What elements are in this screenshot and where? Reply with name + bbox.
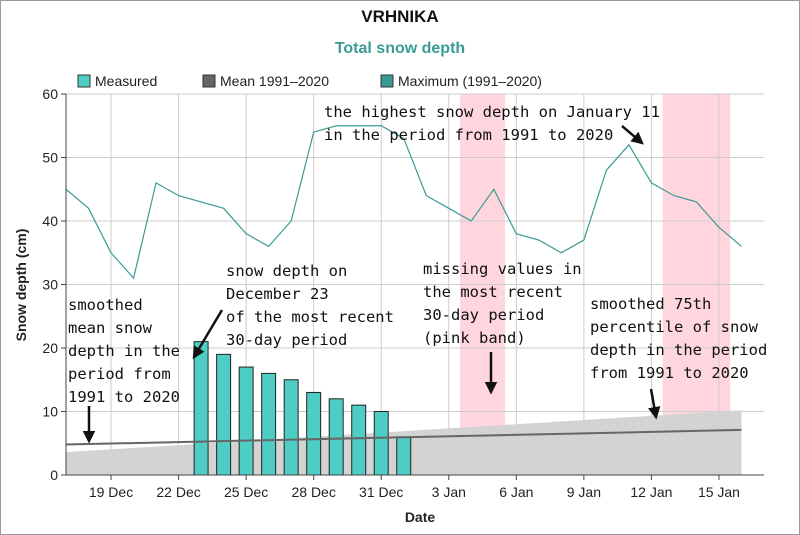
chart-subtitle: Total snow depth — [335, 40, 465, 57]
y-tick-label: 10 — [42, 404, 58, 420]
measured-bar — [216, 353, 232, 476]
measured-bar — [396, 436, 412, 476]
annotation-dec23-line: 30-day period — [226, 331, 347, 349]
annotation-missing-line: 30-day period — [423, 306, 544, 324]
measured-bar — [238, 366, 254, 476]
annotation-mean-line: mean snow — [68, 319, 153, 337]
annotation-dec23-line: snow depth on — [226, 262, 347, 280]
annotation-mean: smoothed mean snow depth in the period f… — [68, 296, 189, 406]
x-tick-label: 9 Jan — [567, 484, 601, 500]
y-tick-label: 20 — [42, 340, 58, 356]
x-tick-label: 15 Jan — [698, 484, 740, 500]
x-tick-label: 22 Dec — [156, 484, 200, 500]
measured-bar — [261, 372, 277, 476]
measured-bar — [306, 391, 322, 476]
measured-bar — [193, 341, 209, 476]
annotation-dec23-line: of the most recent — [226, 308, 394, 326]
y-tick-label: 50 — [42, 150, 58, 166]
annotation-missing: missing values in the most recent 30-day… — [423, 260, 591, 347]
annotation-dec23-line: December 23 — [226, 285, 329, 303]
x-axis-label: Date — [405, 509, 436, 525]
x-tick-label: 19 Dec — [89, 484, 133, 500]
annotations: smoothed mean snow depth in the period f… — [68, 103, 777, 444]
series-lines — [65, 125, 742, 446]
y-tick-label: 0 — [50, 467, 58, 483]
annotation-highest: the highest snow depth on January 11 in … — [324, 103, 669, 144]
legend: Measured Mean 1991–2020 Maximum (1991–20… — [77, 73, 542, 89]
annotation-mean-line: depth in the — [68, 342, 180, 360]
annotation-percentile: smoothed 75th percentile of snow depth i… — [590, 295, 777, 382]
annotation-percentile-line: smoothed 75th — [590, 295, 711, 313]
measured-bar — [351, 404, 367, 476]
x-tick-label: 6 Jan — [499, 484, 533, 500]
annotation-percentile-line: from 1991 to 2020 — [590, 364, 749, 382]
y-tick-label: 40 — [42, 213, 58, 229]
legend-swatch-maximum — [380, 74, 394, 88]
annotation-dec23: snow depth on December 23 of the most re… — [226, 262, 403, 349]
x-tick-label: 12 Jan — [630, 484, 672, 500]
legend-swatch-mean — [202, 74, 216, 88]
measured-bar — [373, 411, 389, 476]
arrow-percentile — [648, 388, 661, 420]
annotation-mean-line: period from — [68, 365, 171, 383]
axes: 0 10 20 30 40 50 60 19 Dec 22 Dec 25 Dec 28 Dec 31 … — [42, 86, 764, 500]
annotation-highest-line: the highest snow depth on January 11 — [324, 103, 660, 121]
chart-title: VRHNIKA — [361, 7, 438, 26]
legend-label-mean: Mean 1991–2020 — [220, 73, 329, 89]
legend-swatch-measured — [77, 74, 91, 88]
measured-bar — [328, 398, 344, 476]
arrow-highest — [621, 125, 644, 145]
mean-line — [65, 428, 742, 446]
annotation-percentile-line: depth in the period — [590, 341, 767, 359]
x-tick-label: 28 Dec — [291, 484, 335, 500]
x-tick-label: 31 Dec — [359, 484, 403, 500]
arrow-dec23 — [192, 309, 224, 360]
y-axis-label: Snow depth (cm) — [13, 229, 29, 342]
legend-label-maximum: Maximum (1991–2020) — [398, 73, 542, 89]
annotation-mean-line: 1991 to 2020 — [68, 388, 180, 406]
annotation-missing-line: the most recent — [423, 283, 563, 301]
annotation-missing-line: (pink band) — [423, 329, 526, 347]
maximum-line — [65, 125, 742, 280]
annotation-missing-line: missing values in — [423, 260, 582, 278]
annotation-mean-line: smoothed — [68, 296, 143, 314]
annotation-highest-line: in the period from 1991 to 2020 — [324, 126, 613, 144]
x-tick-label: 3 Jan — [432, 484, 466, 500]
y-tick-label: 60 — [42, 86, 58, 102]
annotation-percentile-line: percentile of snow — [590, 318, 759, 336]
legend-label-measured: Measured — [95, 73, 157, 89]
y-tick-label: 30 — [42, 277, 58, 293]
x-tick-label: 25 Dec — [224, 484, 268, 500]
measured-bar — [283, 379, 299, 476]
